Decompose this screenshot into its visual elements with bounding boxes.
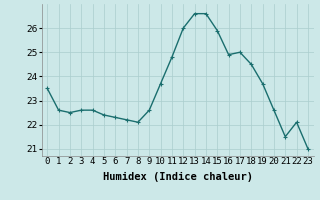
X-axis label: Humidex (Indice chaleur): Humidex (Indice chaleur) [103, 172, 252, 182]
